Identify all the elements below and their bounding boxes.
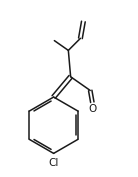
- Text: O: O: [88, 104, 96, 114]
- Text: Cl: Cl: [48, 158, 59, 168]
